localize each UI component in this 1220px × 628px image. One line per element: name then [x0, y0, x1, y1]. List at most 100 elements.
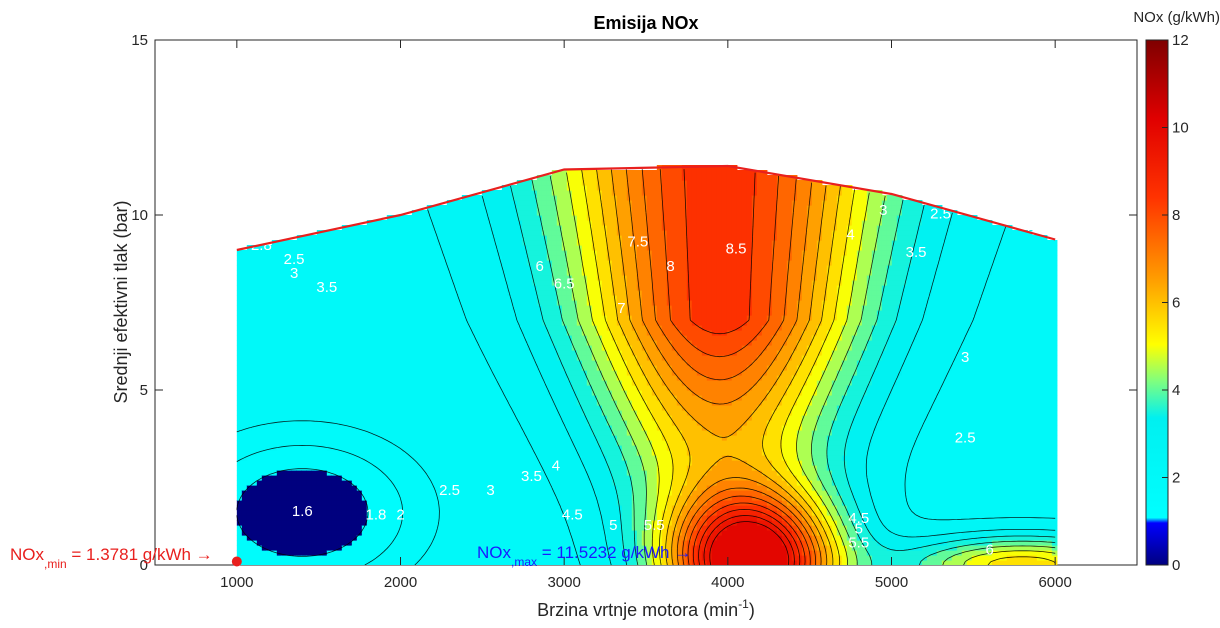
contour-cell: [496, 215, 503, 221]
contour-cell: [461, 560, 468, 565]
contour-cell: [476, 550, 483, 556]
contour-cell: [386, 365, 393, 371]
contour-cell: [401, 335, 408, 341]
contour-cell: [506, 540, 513, 546]
contour-cell: [456, 335, 463, 341]
contour-cell: [446, 400, 453, 406]
contour-cell: [476, 410, 483, 416]
contour-cell: [331, 375, 338, 381]
contour-cell: [246, 530, 253, 536]
contour-cell: [346, 280, 353, 286]
contour-cell: [361, 515, 368, 521]
contour-cell: [311, 500, 318, 506]
contour-cell: [266, 360, 273, 366]
contour-cell: [336, 335, 343, 341]
contour-cell: [391, 245, 398, 251]
contour-cell: [516, 530, 523, 536]
contour-cell: [536, 480, 543, 486]
contour-cell: [271, 295, 278, 301]
contour-cell: [546, 380, 553, 386]
contour-cell: [556, 200, 563, 206]
contour-cell: [531, 375, 538, 381]
contour-cell: [356, 525, 363, 531]
contour-cell: [516, 435, 523, 441]
contour-cell: [266, 415, 273, 421]
contour-cell: [281, 395, 288, 401]
contour-cell: [316, 325, 323, 331]
contour-cell: [451, 535, 458, 541]
contour-cell: [581, 210, 588, 216]
contour-cell: [381, 305, 388, 311]
contour-cell: [551, 450, 558, 456]
contour-cell: [536, 300, 543, 306]
contour-cell: [426, 210, 433, 216]
contour-cell: [486, 215, 493, 221]
contour-cell: [476, 465, 483, 471]
contour-cell: [386, 315, 393, 321]
contour-cell: [586, 510, 593, 516]
contour-cell: [456, 290, 463, 296]
contour-cell: [561, 395, 568, 401]
contour-cell: [261, 525, 268, 531]
contour-cell: [336, 410, 343, 416]
contour-cell: [391, 345, 398, 351]
contour-cell: [311, 445, 318, 451]
contour-cell: [581, 510, 588, 516]
contour-cell: [551, 290, 558, 296]
contour-cell: [401, 215, 408, 221]
contour-cell: [246, 325, 253, 331]
contour-cell: [311, 520, 318, 526]
contour-cell: [416, 515, 423, 521]
contour-cell: [461, 335, 468, 341]
contour-cell: [496, 375, 503, 381]
contour-cell: [426, 285, 433, 291]
contour-cell: [526, 215, 533, 221]
contour-cell: [341, 415, 348, 421]
contour-cell: [396, 500, 403, 506]
contour-cell: [371, 445, 378, 451]
contour-cell: [256, 500, 263, 506]
contour-cell: [501, 405, 508, 411]
contour-cell: [431, 235, 438, 241]
contour-cell: [466, 440, 473, 446]
contour-cell: [451, 290, 458, 296]
contour-cell: [341, 345, 348, 351]
contour-cell: [311, 370, 318, 376]
contour-cell: [441, 325, 448, 331]
contour-cell: [531, 195, 538, 201]
contour-cell: [431, 540, 438, 546]
contour-cell: [451, 525, 458, 531]
contour-cell: [366, 365, 373, 371]
contour-cell: [421, 450, 428, 456]
contour-cell: [566, 550, 573, 556]
contour-cell: [466, 460, 473, 466]
contour-cell: [521, 305, 528, 311]
contour-cell: [406, 330, 413, 336]
contour-cell: [471, 220, 478, 226]
contour-cell: [386, 435, 393, 441]
contour-cell: [541, 510, 548, 516]
contour-cell: [251, 300, 258, 306]
contour-cell: [526, 205, 533, 211]
contour-cell: [581, 195, 588, 201]
contour-cell: [311, 470, 318, 476]
contour-cell: [581, 255, 588, 261]
contour-cell: [381, 225, 388, 231]
contour-cell: [301, 265, 308, 271]
contour-cell: [436, 225, 443, 231]
contour-cell: [506, 385, 513, 391]
contour-cell: [296, 355, 303, 361]
contour-cell: [311, 535, 318, 541]
contour-cell: [361, 305, 368, 311]
contour-cell: [326, 555, 333, 561]
contour-cell: [411, 260, 418, 266]
contour-cell: [446, 550, 453, 556]
contour-cell: [456, 220, 463, 226]
contour-cell: [546, 465, 553, 471]
contour-cell: [346, 510, 353, 516]
contour-cell: [251, 395, 258, 401]
contour-cell: [486, 455, 493, 461]
contour-cell: [491, 325, 498, 331]
contour-cell: [321, 505, 328, 511]
contour-cell: [396, 475, 403, 481]
